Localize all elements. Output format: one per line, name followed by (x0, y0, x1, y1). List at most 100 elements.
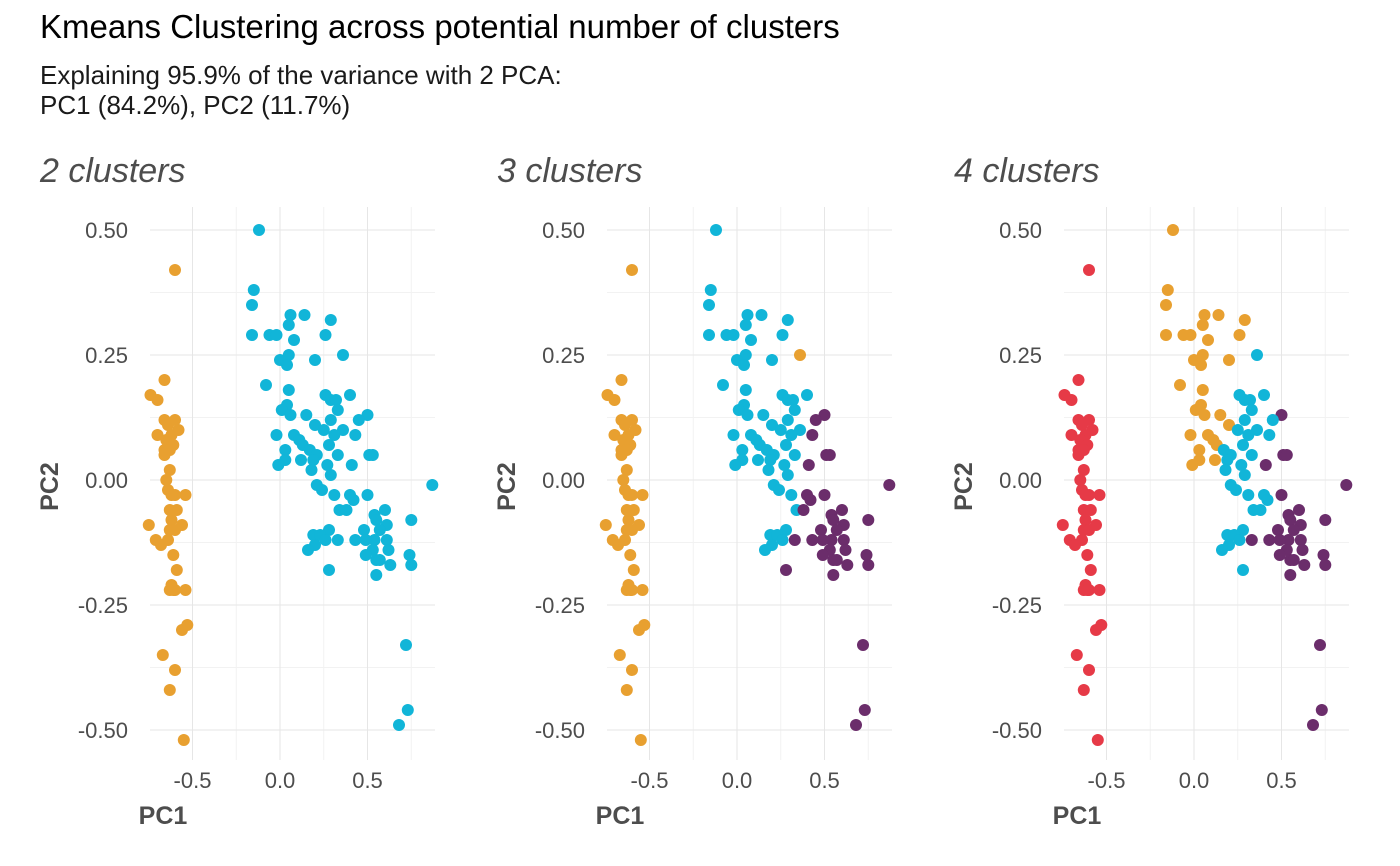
y-tick-label: -0.50 (78, 718, 128, 743)
data-point (331, 534, 344, 546)
data-point (163, 464, 176, 476)
data-point (1090, 624, 1102, 636)
data-point (1237, 439, 1249, 451)
data-point (788, 404, 801, 416)
y-tick-label: 0.00 (542, 468, 585, 493)
data-point (741, 309, 754, 321)
data-point (1238, 414, 1251, 426)
data-point (785, 429, 798, 441)
data-point (179, 489, 192, 501)
data-point (323, 524, 335, 536)
y-axis-label: PC2 (950, 462, 978, 511)
data-point (732, 404, 745, 416)
data-point (759, 544, 771, 556)
data-point (330, 394, 342, 406)
data-point (169, 264, 181, 276)
data-point (169, 664, 181, 676)
data-point (773, 484, 785, 496)
data-point (764, 454, 777, 466)
data-point (165, 489, 178, 501)
data-point (1259, 459, 1272, 471)
data-point (295, 454, 307, 466)
data-point (619, 419, 631, 431)
data-point (757, 409, 770, 421)
data-point (617, 474, 630, 486)
data-point (815, 524, 827, 536)
data-point (622, 514, 635, 526)
data-point (1251, 424, 1263, 436)
data-point (1198, 309, 1211, 321)
data-point (883, 479, 896, 491)
data-point (1174, 379, 1186, 391)
data-point (361, 409, 374, 421)
data-point (1340, 479, 1353, 491)
data-point (804, 494, 817, 506)
data-point (787, 394, 799, 406)
data-point (1093, 489, 1106, 501)
y-tick-label: -0.50 (535, 718, 585, 743)
data-point (1074, 474, 1087, 486)
data-point (703, 299, 715, 311)
data-point (624, 584, 637, 596)
data-point (780, 439, 792, 451)
data-point (615, 449, 628, 461)
data-point (608, 429, 621, 441)
data-point (323, 439, 335, 451)
data-point (1293, 504, 1305, 516)
data-point (380, 534, 393, 546)
points (142, 224, 439, 746)
y-tick-label: 0.50 (85, 218, 128, 243)
data-point (309, 419, 321, 431)
data-point (1230, 484, 1242, 496)
data-point (794, 424, 806, 436)
data-point (331, 404, 344, 416)
data-point (827, 569, 840, 581)
y-axis-label: PC2 (493, 462, 521, 511)
data-point (352, 414, 365, 426)
data-point (806, 429, 819, 441)
data-point (156, 649, 169, 661)
data-point (703, 329, 715, 341)
data-point (373, 524, 386, 536)
data-point (1266, 414, 1279, 426)
data-point (1079, 489, 1092, 501)
data-point (284, 409, 297, 421)
data-point (1238, 469, 1251, 481)
data-point (331, 449, 344, 461)
data-point (1282, 534, 1295, 546)
data-point (162, 419, 174, 431)
y-tick-label: 0.50 (999, 218, 1042, 243)
data-point (785, 489, 798, 501)
data-point (781, 414, 794, 426)
data-point (1070, 649, 1083, 661)
data-point (160, 474, 173, 486)
data-point (830, 524, 843, 536)
data-point (615, 374, 628, 386)
data-point (1090, 519, 1102, 531)
data-point (1083, 264, 1095, 276)
y-axis-label: PC2 (36, 462, 64, 511)
data-point (766, 419, 778, 431)
data-point (1209, 454, 1221, 466)
grid (1064, 207, 1349, 760)
data-point (850, 719, 862, 731)
data-point (347, 494, 360, 506)
data-point (1319, 559, 1332, 571)
data-point (405, 559, 418, 571)
data-point (1077, 464, 1090, 476)
data-point (270, 429, 283, 441)
data-point (170, 504, 183, 516)
data-point (309, 354, 321, 366)
data-point (1251, 349, 1263, 361)
data-point (1315, 704, 1328, 716)
data-point (836, 504, 848, 516)
data-point (1193, 444, 1206, 456)
data-point (781, 469, 794, 481)
data-point (774, 424, 787, 436)
data-point (739, 319, 752, 331)
data-point (739, 384, 752, 396)
data-point (780, 564, 792, 576)
data-point (727, 429, 740, 441)
x-tick-label: -0.5 (174, 768, 212, 793)
data-point (841, 559, 854, 571)
